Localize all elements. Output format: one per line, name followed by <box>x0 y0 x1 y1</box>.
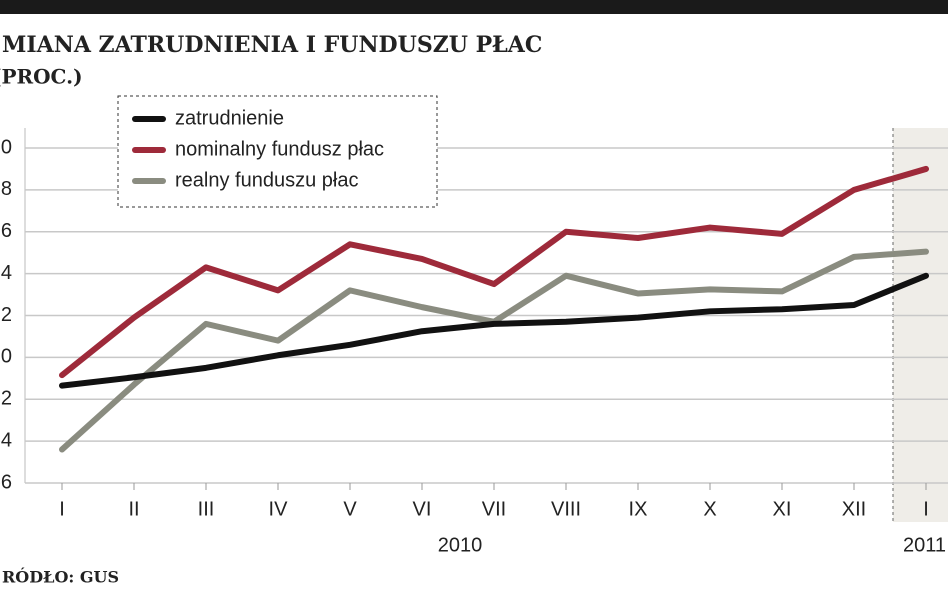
x-tick-label: XII <box>842 498 866 520</box>
series-line <box>59 165 929 379</box>
year-label: 2011 <box>903 534 946 556</box>
legend-label: realny funduszu płac <box>175 169 358 191</box>
chart-subtitle: (PROC.) <box>0 65 83 89</box>
lines <box>59 165 929 453</box>
x-tick-label: V <box>343 498 357 520</box>
legend-items: zatrudnienie nominalny fundusz płac realny… <box>132 107 384 191</box>
y-tick-label: 0 <box>1 346 12 368</box>
chart-title: MIANA ZATRUDNIENIA I FUNDUSZU PŁAC <box>2 32 542 58</box>
x-tick-label: IX <box>629 498 648 520</box>
x-tick-label: III <box>198 498 215 520</box>
y-tick-label: -2 <box>0 388 12 410</box>
x-tick-label: I <box>59 498 65 520</box>
series-line <box>59 272 929 389</box>
y-tick-label: 6 <box>1 220 12 242</box>
grid: 1086420-2-4-6IIIIIIIVVVIVIIVIIIIXXXIXIII… <box>0 136 948 556</box>
y-tick-label: 8 <box>1 178 12 200</box>
y-tick-label: 10 <box>0 136 12 158</box>
x-tick-label: XI <box>773 498 792 520</box>
x-tick-label: VIII <box>551 498 581 520</box>
x-tick-label: VII <box>482 498 506 520</box>
y-tick-label: -4 <box>0 429 12 451</box>
shaded-period <box>893 128 948 522</box>
top-bar <box>0 0 948 14</box>
y-tick-label: -6 <box>0 471 12 493</box>
legend-label: nominalny fundusz płac <box>175 138 384 160</box>
legend <box>117 95 438 208</box>
source: RÓDŁO: GUS <box>2 567 119 587</box>
x-tick-label: I <box>923 498 929 520</box>
x-tick-label: IV <box>269 498 289 520</box>
year-label: 2010 <box>438 534 483 556</box>
legend-label: zatrudnienie <box>175 107 284 129</box>
x-tick-label: X <box>703 498 716 520</box>
y-tick-label: 2 <box>1 304 12 326</box>
x-tick-label: VI <box>413 498 432 520</box>
x-tick-label: II <box>128 498 139 520</box>
y-tick-label: 4 <box>1 262 12 284</box>
